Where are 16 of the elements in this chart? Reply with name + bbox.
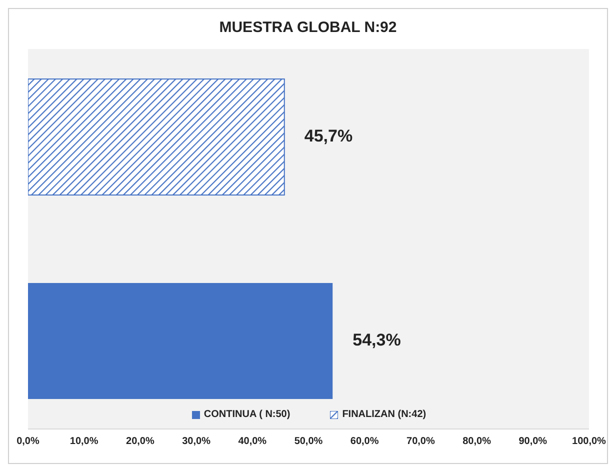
legend-label: CONTINUA ( N:50)	[202, 409, 290, 420]
x-tick-label: 100,0%	[572, 436, 606, 448]
x-tick-label: 60,0%	[350, 436, 379, 448]
data-label: 45,7%	[304, 126, 353, 146]
chart-title: MUESTRA GLOBAL N:92	[218, 18, 398, 38]
x-tick-label: 20,0%	[126, 436, 154, 448]
x-tick-label: 50,0%	[294, 436, 323, 448]
legend-label: FINALIZAN (N:42)	[341, 409, 426, 420]
x-tick-label: 70,0%	[406, 436, 435, 448]
x-tick-label: 10,0%	[70, 436, 98, 448]
x-tick-label: 80,0%	[462, 436, 492, 448]
x-tick-label: 90,0%	[518, 436, 548, 448]
data-label: 54,3%	[352, 330, 401, 350]
x-tick-label: 0,0%	[16, 436, 40, 448]
x-tick-label: 30,0%	[182, 436, 211, 448]
x-tick-label: 40,0%	[238, 436, 267, 448]
